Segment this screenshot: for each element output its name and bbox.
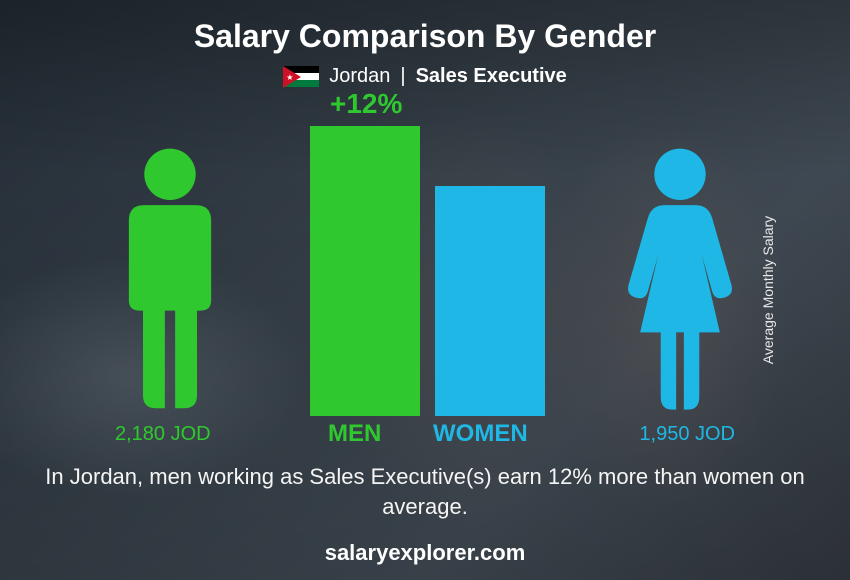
subtitle-row: ★ Jordan | Sales Executive [30,65,820,88]
woman-icon [615,146,745,416]
summary-text: In Jordan, men working as Sales Executiv… [45,462,805,521]
bar-men [310,126,420,416]
separator: | [400,65,405,88]
women-salary: 1,950 JOD [639,423,735,446]
bar-women [435,186,545,416]
jordan-flag-icon: ★ [283,66,319,88]
men-label: MEN [328,420,381,448]
women-label: WOMEN [433,420,528,448]
difference-label: +12% [330,88,402,120]
page-title: Salary Comparison By Gender [30,18,820,55]
chart-area: +12% MEN WOMEN 2,180 JOD 1,950 JOD [75,96,775,456]
role-label: Sales Executive [416,65,567,88]
infographic-container: Salary Comparison By Gender ★ Jordan | S… [0,0,850,580]
men-salary: 2,180 JOD [115,423,211,446]
country-label: Jordan [329,65,390,88]
footer-source: salaryexplorer.com [0,540,850,566]
y-axis-label: Average Monthly Salary [760,216,776,364]
man-icon [105,146,235,416]
